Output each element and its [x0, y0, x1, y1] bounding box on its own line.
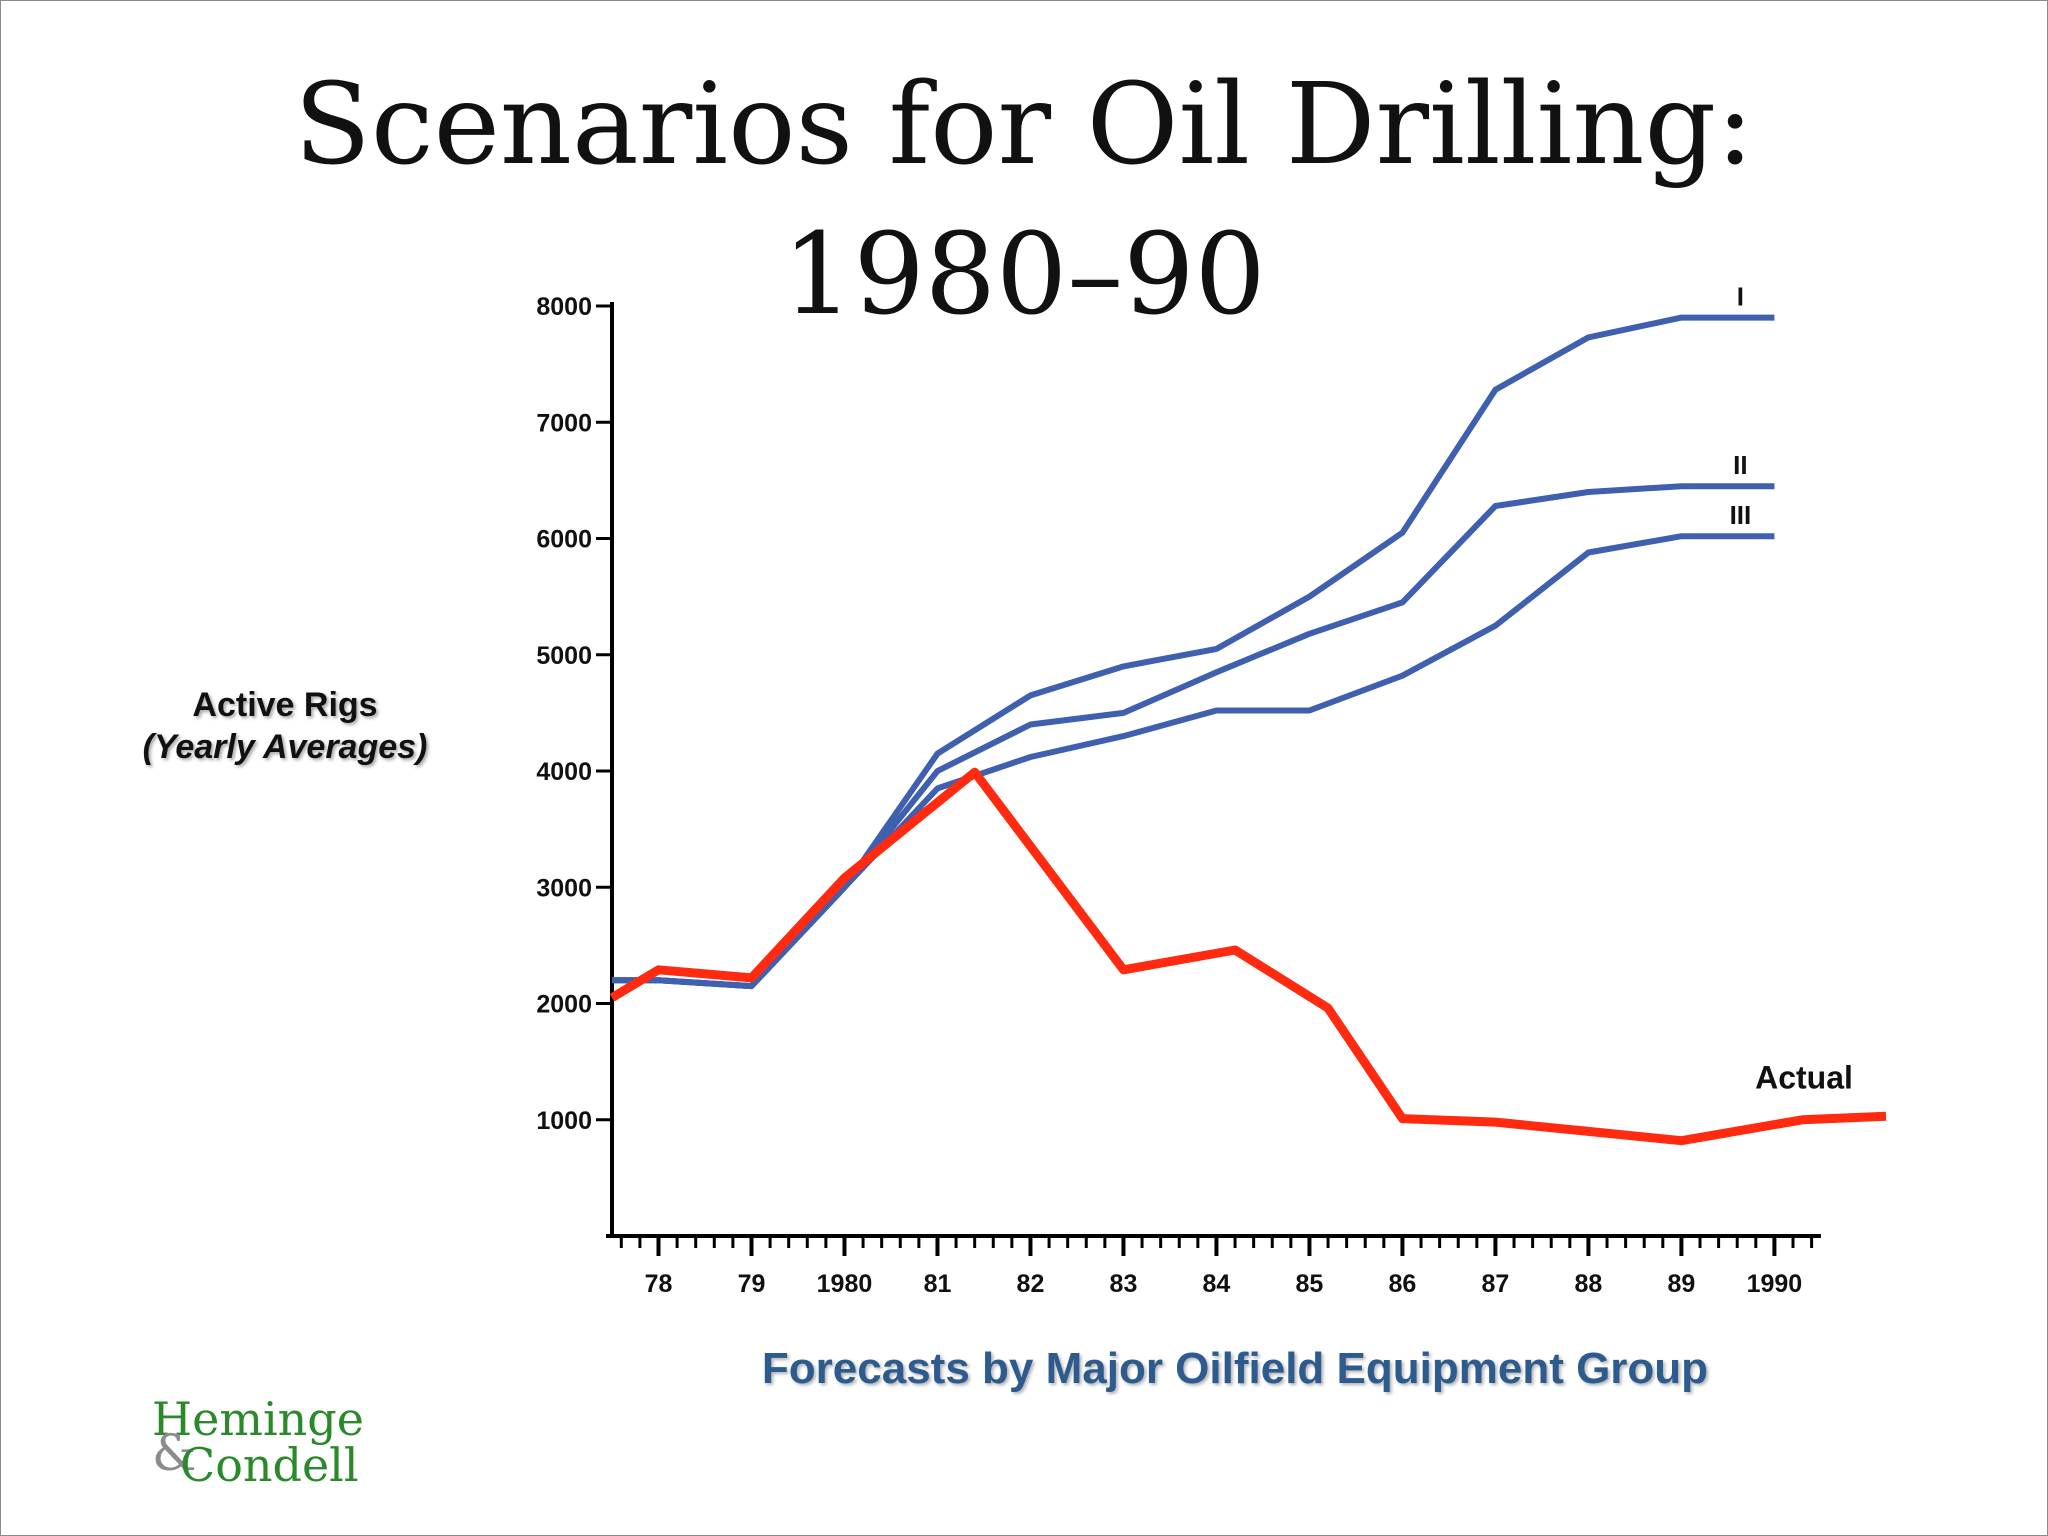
series-label-actual: Actual [1755, 1059, 1853, 1095]
y-tick-label: 4000 [536, 758, 592, 786]
chart-caption: Forecasts by Major Oilfield Equipment Gr… [761, 1344, 1709, 1393]
x-tick-label: 84 [1203, 1270, 1231, 1298]
slide-title: Scenarios for Oil Drilling: 1980–90 [0, 50, 2048, 350]
y-tick-label: 6000 [536, 526, 592, 554]
series-line-i [612, 314, 1775, 990]
y-tick-label: 7000 [536, 409, 592, 437]
title-line-1: Scenarios for Oil Drilling: [294, 60, 1754, 190]
title-line-2: 1980–90 [782, 210, 1266, 340]
y-tick-label: 3000 [536, 874, 592, 902]
x-tick-label: 78 [645, 1270, 673, 1298]
y-tick-label: 8000 [536, 293, 592, 321]
series-label-i: I [1737, 282, 1744, 312]
x-tick-label: 82 [1017, 1270, 1045, 1298]
y-tick-label: 1000 [536, 1107, 592, 1135]
series-label-iii: III [1730, 500, 1752, 530]
series-line-iii [612, 533, 1775, 990]
x-tick-label: 88 [1575, 1270, 1603, 1298]
series-label-ii: II [1733, 450, 1747, 480]
y-axis-label: Active Rigs (Yearly Averages) [100, 684, 470, 768]
x-tick-label: 83 [1110, 1270, 1138, 1298]
x-tick-label: 86 [1389, 1270, 1417, 1298]
x-tick-label: 85 [1296, 1270, 1324, 1298]
x-tick-label: 1990 [1747, 1270, 1803, 1298]
x-tick-label: 81 [924, 1270, 952, 1298]
company-logo: Heminge & Condell [152, 1392, 382, 1502]
y-axis-label-sub: (Yearly Averages) [142, 728, 428, 766]
x-tick-label: 79 [738, 1270, 766, 1298]
series-line-actual [609, 767, 1887, 1146]
logo-word-heminge: Heminge [152, 1392, 364, 1446]
x-tick-label: 87 [1482, 1270, 1510, 1298]
series-line-ii [612, 483, 1775, 990]
logo-ampersand: & [152, 1424, 197, 1482]
y-axis-label-main: Active Rigs [192, 686, 378, 724]
logo-word-condell: Condell [180, 1438, 359, 1492]
y-tick-label: 5000 [536, 642, 592, 670]
y-tick-label: 2000 [536, 991, 592, 1019]
x-tick-label: 1980 [817, 1270, 873, 1298]
x-tick-label: 89 [1668, 1270, 1696, 1298]
